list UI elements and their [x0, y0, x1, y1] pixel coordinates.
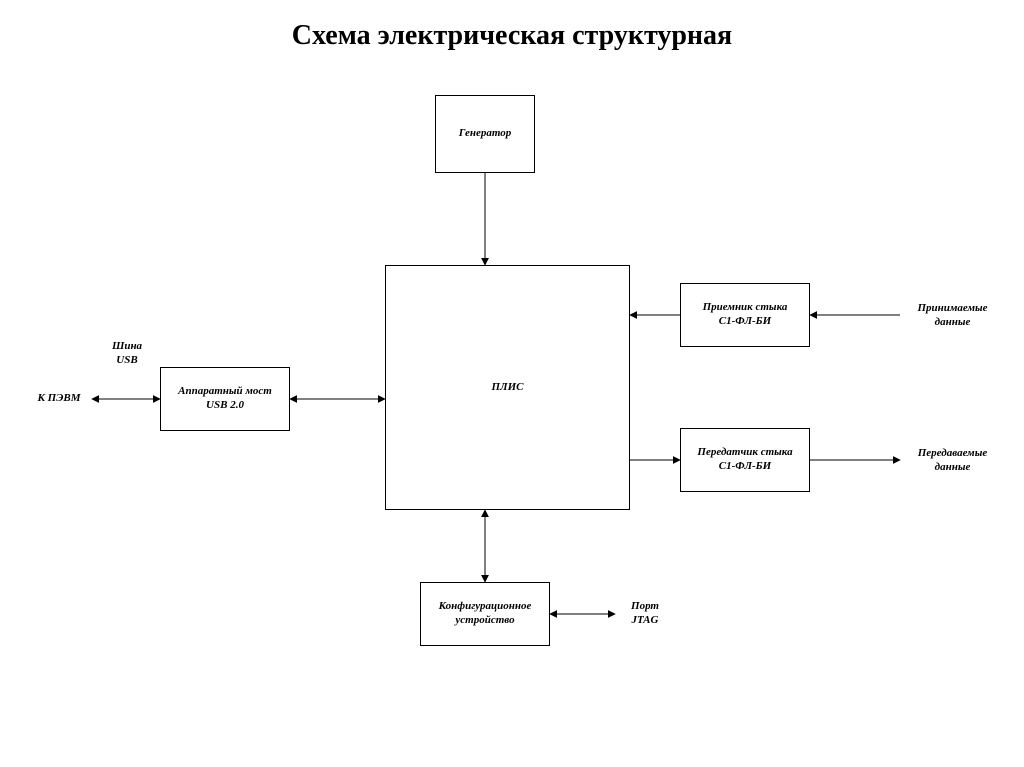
- node-usb-bridge: Аппаратный мостUSB 2.0: [160, 367, 290, 431]
- label-rx-data: Принимаемыеданные: [905, 302, 1000, 330]
- node-receiver: Приемник стыкаС1-ФЛ-БИ: [680, 283, 810, 347]
- label-to-pevm: К ПЭВМ: [30, 392, 88, 406]
- label-tx-data: Передаваемыеданные: [905, 447, 1000, 475]
- node-config: Конфигурационноеустройство: [420, 582, 550, 646]
- label-jtag: ПортJTAG: [620, 600, 670, 628]
- node-generator: Генератор: [435, 95, 535, 173]
- node-plis: ПЛИС: [385, 265, 630, 510]
- label-usb-bus: ШинаUSB: [102, 340, 152, 368]
- diagram-title: Схема электрическая структурная: [0, 20, 1024, 52]
- node-transmitter: Передатчик стыкаС1-ФЛ-БИ: [680, 428, 810, 492]
